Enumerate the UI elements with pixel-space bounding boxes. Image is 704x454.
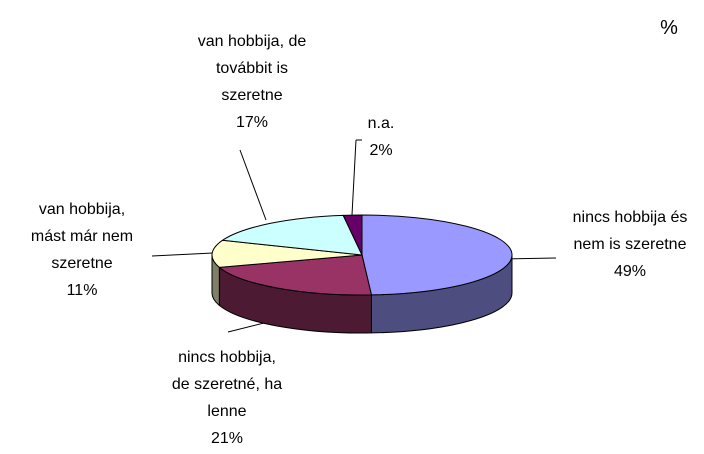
- leader-line: [151, 252, 214, 257]
- pie-slice: [218, 254, 373, 296]
- slice-label: nincs hobbija és nem is szeretne: [573, 209, 688, 253]
- value-label: 2%: [369, 142, 392, 159]
- leader-line: [351, 139, 357, 216]
- slice-label: van hobbija, mást már nem szeretne: [31, 201, 133, 272]
- value-label: 11%: [67, 282, 98, 299]
- leader-line: [239, 149, 267, 221]
- pie-slice: [361, 214, 513, 296]
- value-label: 49%: [614, 263, 646, 280]
- slice-label: nincs hobbija, de szeretné, ha lenne: [172, 349, 282, 420]
- pie-slice: [342, 214, 363, 256]
- value-label: 21%: [211, 430, 243, 447]
- slice-label: n.a.: [368, 115, 395, 132]
- slice-label: van hobbija, de továbbit is szeretne: [198, 33, 307, 104]
- value-label: 17%: [236, 114, 268, 131]
- pie-tops: [211, 214, 513, 296]
- pie-slice: [211, 239, 363, 268]
- chart-title: %: [660, 17, 678, 39]
- pie-slice: [221, 214, 363, 256]
